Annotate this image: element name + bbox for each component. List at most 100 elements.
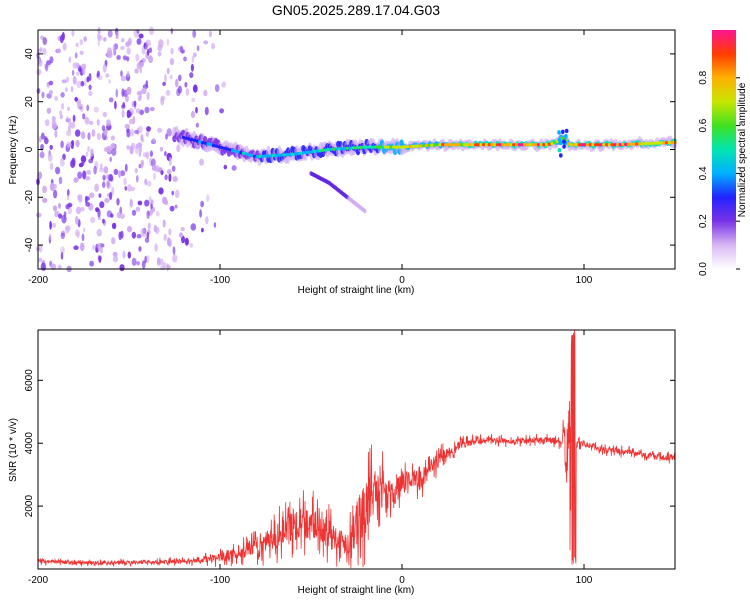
ridge-core (258, 154, 262, 158)
ridge-core (443, 143, 448, 147)
noise-blob (82, 66, 86, 76)
colorbar-tick-label: 0.2 (698, 214, 709, 228)
noise-blob (36, 68, 42, 76)
noise-blob (155, 211, 160, 217)
noise-blob (151, 158, 156, 168)
ridge-core (643, 142, 647, 146)
ridge-core (454, 143, 459, 147)
ridge-core (482, 143, 486, 147)
noise-blob (138, 246, 142, 252)
noise-blob (64, 87, 68, 93)
noise-blob (146, 255, 150, 263)
noise-blob (62, 42, 67, 51)
noise-blob (61, 79, 67, 84)
ridge-core (402, 145, 407, 149)
ridge-core (181, 135, 186, 140)
noise-blob (97, 242, 102, 252)
noise-blob (74, 129, 81, 137)
noise-blob (174, 189, 180, 199)
noise-blob (144, 199, 150, 207)
noise-blob (40, 262, 46, 271)
ridge-core (269, 154, 273, 158)
noise-blob (82, 170, 87, 180)
noise-blob (116, 198, 120, 206)
y-tick-label: 40 (24, 48, 35, 60)
ridge-core (255, 155, 260, 159)
noise-blob (201, 227, 204, 233)
noise-blob (203, 89, 208, 97)
ridge-core (299, 151, 303, 155)
ridge-core (602, 143, 606, 147)
ridge-core (588, 143, 593, 147)
ridge-core (375, 145, 380, 149)
ridge-core (282, 153, 287, 157)
noise-blob (102, 63, 107, 73)
noise-blob (134, 68, 139, 74)
ridge-core (662, 141, 666, 145)
x-tick-label: -200 (28, 275, 48, 286)
noise-blob (73, 245, 79, 250)
noise-blob (166, 263, 169, 271)
ridge-core (228, 148, 232, 152)
noise-blob (199, 158, 204, 166)
ridge-core (288, 152, 292, 157)
ridge-core (525, 143, 530, 147)
spectrogram-x-label: Height of straight line (km) (298, 285, 415, 296)
noise-blob (103, 37, 107, 42)
noise-blob (49, 182, 55, 192)
ridge-spike (557, 130, 561, 135)
ridge-core (471, 143, 475, 147)
ridge-core (307, 150, 312, 154)
noise-blob (170, 47, 174, 55)
colorbar-ticks: 0.0 0.2 0.4 0.6 0.8 (698, 70, 740, 276)
noise-blob (175, 78, 179, 88)
ridge-core (536, 143, 541, 147)
noise-blob (77, 171, 83, 179)
ridge-spike (562, 139, 566, 144)
ridge-core (192, 138, 197, 142)
noise-blob (94, 183, 99, 192)
noise-blob (192, 52, 197, 58)
noise-blob (150, 199, 154, 205)
noise-blob (76, 80, 82, 88)
ridge-core (435, 143, 440, 147)
y-tick-label: -20 (24, 190, 35, 205)
noise-blob (181, 235, 185, 244)
noise-blob (130, 186, 136, 192)
x-tick-label: -200 (28, 575, 48, 586)
ridge-core (217, 145, 221, 149)
noise-blob (101, 125, 106, 132)
ridge-core (585, 143, 590, 147)
noise-blob (147, 222, 151, 230)
noise-blob (172, 246, 176, 256)
noise-blob (125, 41, 130, 48)
noise-blob (87, 146, 91, 153)
noise-blob (114, 100, 117, 110)
noise-blob (66, 141, 72, 148)
noise-blob (171, 165, 176, 172)
noise-blob (129, 198, 133, 208)
noise-blob (179, 232, 183, 238)
noise-blob (120, 170, 126, 177)
noise-blob (97, 26, 101, 35)
noise-blob (168, 156, 172, 166)
noise-blob (36, 212, 42, 218)
noise-blob (167, 237, 171, 247)
noise-blob (89, 260, 94, 267)
y-tick-label: 6000 (24, 369, 35, 392)
ridge-core (383, 145, 388, 149)
chart-title: GN05.2025.289.17.04.G03 (272, 2, 440, 18)
noise-blob (166, 38, 170, 46)
ridge-core (220, 146, 224, 150)
noise-blob (165, 133, 168, 140)
noise-blob (60, 103, 65, 110)
snr-frame (37, 329, 676, 570)
ridge-core (190, 138, 194, 142)
snr-x-ticks: -200 -100 0 100 (28, 330, 593, 586)
ridge-core (648, 141, 653, 145)
x-tick-label: -100 (210, 575, 230, 586)
noise-blob (84, 195, 88, 204)
ridge-core (452, 143, 456, 147)
noise-blob (141, 260, 146, 269)
noise-blob (59, 110, 63, 116)
